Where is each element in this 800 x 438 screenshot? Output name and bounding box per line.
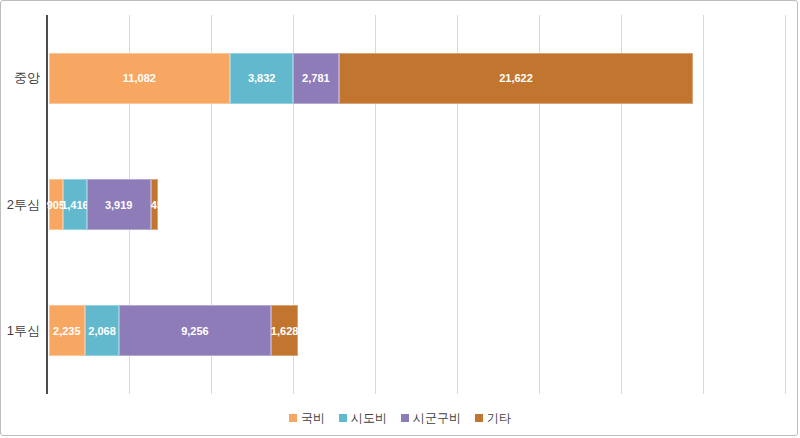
bar-2투심: 9051,4163,919457 xyxy=(49,179,159,230)
legend: 국비 시도비 시군구비 기타 xyxy=(1,408,798,428)
data-label: 1,628 xyxy=(271,325,298,337)
segment-국비: 2,235 xyxy=(49,305,86,356)
legend-swatch-icon xyxy=(339,414,347,422)
legend-label: 시도비 xyxy=(351,410,387,427)
data-label: 3,919 xyxy=(105,199,133,211)
segment-기타: 1,628 xyxy=(271,305,298,356)
legend-swatch-icon xyxy=(401,414,409,422)
data-label: 21,622 xyxy=(499,72,533,84)
legend-swatch-icon xyxy=(475,414,483,422)
data-label: 3,832 xyxy=(248,72,276,84)
category-label: 2투심 xyxy=(1,196,40,214)
legend-label: 시군구비 xyxy=(413,410,461,427)
segment-시도비: 2,068 xyxy=(85,305,119,356)
data-label: 2,781 xyxy=(302,72,330,84)
chart-frame: 국비 시도비 시군구비 기타 1,628 중앙 11,082 3,832 2,781 21,6… xyxy=(0,0,798,436)
gridline xyxy=(785,15,786,394)
legend-item-시도비: 시도비 xyxy=(339,410,387,427)
legend-swatch-icon xyxy=(289,414,297,422)
category-label: 중앙 xyxy=(1,69,40,87)
segment-기타: 457 xyxy=(151,179,158,230)
segment-시도비: 3,832 xyxy=(230,53,293,104)
legend-label: 기타 xyxy=(487,410,511,427)
segment-시군구비: 9,256 xyxy=(119,305,271,356)
gridline xyxy=(703,15,704,394)
legend-item-기타: 기타 xyxy=(475,410,511,427)
segment-국비: 11,082 xyxy=(49,53,231,104)
legend-item-시군구비: 시군구비 xyxy=(401,410,461,427)
category-label: 1투심 xyxy=(1,322,40,340)
data-label: 9,256 xyxy=(181,325,209,337)
segment-기타: 21,622 xyxy=(339,53,694,104)
segment-시도비: 1,416 xyxy=(63,179,86,230)
data-label: 2,068 xyxy=(88,325,116,337)
legend-label: 국비 xyxy=(301,410,325,427)
legend-item-국비: 국비 xyxy=(289,410,325,427)
data-label: 457 xyxy=(151,199,158,211)
segment-시군구비: 2,781 xyxy=(293,53,339,104)
bar-중앙: 11,082 3,832 2,781 21,622 xyxy=(49,53,694,104)
data-label: 11,082 xyxy=(123,72,156,84)
segment-시군구비: 3,919 xyxy=(87,179,151,230)
data-label: 1,416 xyxy=(61,199,89,211)
bar-1투심: 2,235 2,068 9,256 1,628 xyxy=(49,305,298,356)
data-label: 2,235 xyxy=(53,325,81,337)
